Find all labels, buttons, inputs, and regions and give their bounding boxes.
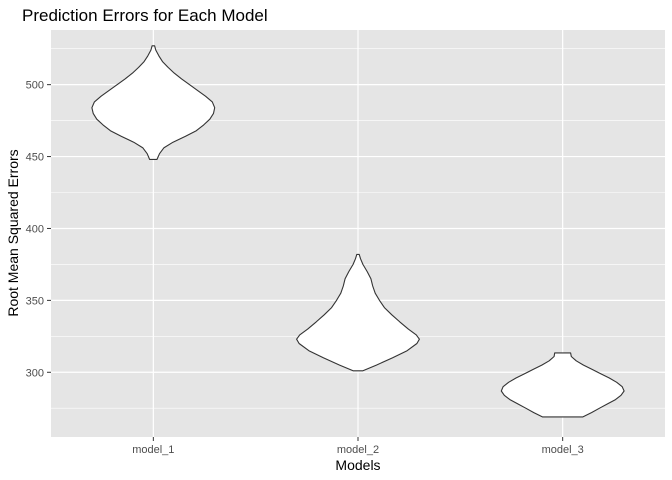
violins bbox=[91, 45, 625, 418]
y-axis-ticks: 300 350 400 450 500 bbox=[26, 80, 51, 379]
x-axis-ticks: model_1 model_2 model_3 bbox=[132, 437, 584, 456]
violin-model_2 bbox=[296, 253, 420, 372]
x-tick-label: model_1 bbox=[132, 444, 174, 456]
x-tick-label: model_2 bbox=[337, 444, 379, 456]
x-tick-label: model_3 bbox=[542, 444, 584, 456]
y-axis-label: Root Mean Squared Errors bbox=[5, 149, 21, 316]
y-tick-label: 500 bbox=[26, 80, 44, 92]
violin-model_3 bbox=[500, 352, 625, 418]
y-tick-label: 450 bbox=[26, 152, 44, 164]
y-tick-label: 400 bbox=[26, 223, 44, 235]
chart-title: Prediction Errors for Each Model bbox=[22, 6, 268, 25]
violin-model_1 bbox=[91, 45, 216, 160]
x-axis-label: Models bbox=[335, 457, 380, 473]
y-tick-label: 300 bbox=[26, 367, 44, 379]
y-tick-label: 350 bbox=[26, 295, 44, 307]
